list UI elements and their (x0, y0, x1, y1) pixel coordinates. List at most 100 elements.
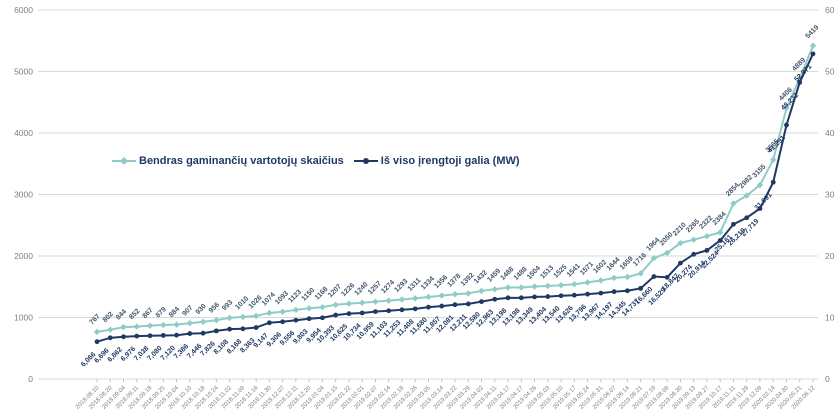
legend-item-consumers: Bendras gaminančių vartotojų skaičius (112, 155, 344, 167)
left-axis-tick-label: 0 (28, 374, 33, 384)
data-point-marker (558, 293, 564, 299)
data-point-marker (240, 326, 246, 332)
data-point-label: 1488 (513, 266, 529, 282)
data-point-marker (691, 251, 697, 257)
data-point-label: 1257 (367, 280, 383, 296)
data-point-marker (585, 291, 590, 297)
data-point-label: 930 (195, 303, 208, 316)
data-point-marker (147, 333, 153, 339)
data-point-marker (624, 273, 631, 281)
data-point-marker (226, 314, 233, 322)
data-point-marker (199, 318, 207, 326)
data-point-marker (465, 301, 471, 307)
legend-marker-capacity-icon (353, 158, 378, 164)
data-point-marker (650, 255, 658, 262)
data-point-marker (146, 322, 154, 329)
data-point-marker (678, 260, 683, 266)
data-point-marker (663, 249, 671, 257)
data-point-marker (571, 281, 578, 288)
data-point-marker (425, 293, 432, 301)
data-point-marker (319, 303, 326, 311)
data-point-marker (479, 299, 484, 305)
data-point-marker (518, 284, 525, 291)
data-point-marker (492, 296, 498, 302)
data-point-marker (716, 229, 724, 236)
data-point-marker (505, 295, 511, 301)
data-point-marker (638, 285, 644, 291)
series-line (96, 45, 814, 333)
data-point-label: 956 (208, 301, 221, 314)
data-point-marker (531, 283, 538, 290)
data-point-marker (651, 274, 657, 279)
right-axis-tick-label: 20 (825, 251, 835, 261)
data-point-marker (532, 294, 537, 300)
data-point-label: 907 (181, 304, 194, 317)
data-point-label: 767 (88, 313, 101, 326)
data-point-label: 1240 (354, 281, 370, 297)
data-point-marker (398, 296, 406, 303)
data-point-marker (252, 312, 260, 320)
right-axis-tick-label: 0 (825, 374, 830, 384)
data-point-marker (731, 221, 736, 227)
data-point-marker (624, 288, 630, 294)
data-point-marker (770, 179, 776, 185)
data-point-marker (412, 295, 419, 302)
data-point-marker (438, 292, 445, 299)
data-point-marker (174, 332, 179, 338)
right-axis-tick-label: 10 (825, 313, 835, 323)
data-point-marker (213, 328, 219, 334)
data-point-marker (784, 122, 789, 128)
data-point-marker (598, 290, 604, 296)
data-point-label: 1207 (327, 283, 343, 299)
data-point-marker (571, 292, 577, 298)
data-point-marker (504, 284, 512, 291)
data-point-marker (797, 79, 803, 85)
data-point-marker (452, 302, 458, 308)
data-point-marker (107, 326, 114, 333)
data-point-marker (306, 316, 312, 322)
data-point-marker (305, 305, 313, 312)
data-point-marker (399, 307, 405, 313)
data-point-label: 27,719 (740, 218, 760, 238)
left-axis-tick-label: 3000 (14, 190, 33, 200)
data-point-marker (332, 301, 339, 308)
data-point-marker (610, 274, 618, 282)
data-point-label: 2384 (712, 211, 728, 227)
data-point-marker (426, 304, 431, 310)
data-point-label: 852 (128, 308, 141, 321)
data-point-label: 6,862 (107, 346, 124, 363)
data-point-label: 867 (142, 307, 155, 320)
data-point-marker (133, 323, 140, 330)
data-point-label: 802 (102, 311, 115, 324)
data-point-marker (253, 325, 259, 330)
data-point-marker (756, 181, 764, 189)
data-point-label: 1525 (553, 264, 569, 280)
right-axis-tick-label: 40 (825, 128, 835, 138)
data-point-marker (121, 334, 126, 340)
data-point-label: 1074 (261, 291, 277, 307)
data-point-marker (293, 317, 299, 323)
data-point-label: 1716 (632, 252, 648, 268)
data-point-marker (611, 289, 617, 295)
data-point-marker (637, 270, 644, 277)
left-axis-tick-label: 2000 (14, 251, 33, 261)
data-point-marker (94, 339, 100, 345)
data-point-marker (703, 232, 711, 240)
data-point-marker (359, 310, 365, 316)
data-point-marker (292, 306, 300, 314)
data-point-marker (213, 317, 220, 324)
data-point-marker (465, 290, 472, 297)
data-point-marker (186, 320, 194, 327)
data-point-label: 844 (115, 308, 128, 321)
data-point-label: 1226 (340, 282, 356, 298)
data-point-marker (584, 279, 591, 286)
data-point-label: 1150 (301, 287, 317, 303)
data-point-marker (451, 291, 459, 298)
left-axis-tick-label: 4000 (14, 128, 33, 138)
x-axis: 2018.08.102018.08.202018.09.042018.09.11… (75, 379, 817, 411)
data-point-marker (809, 42, 817, 49)
data-point-marker (320, 315, 325, 321)
data-point-label: 5419 (804, 24, 820, 40)
data-point-marker (744, 215, 750, 221)
